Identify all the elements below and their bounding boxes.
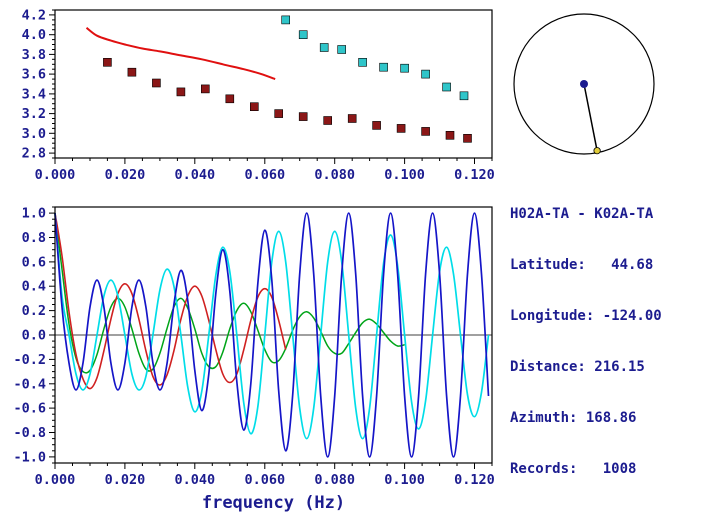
azimuth-dial [513,13,655,155]
square-marker [337,45,347,54]
station-pair-label: H02A-TA - K02A-TA [510,206,654,222]
y-tick-label: 3.2 [22,106,46,122]
y-tick-label: 1.0 [22,206,46,222]
square-marker [250,102,259,111]
square-marker [298,30,308,40]
square-marker [201,84,210,94]
x-tick-label: 0.100 [384,167,425,183]
y-tick-label: -0.8 [13,425,46,441]
latitude-line: Latitude: 44.68 [510,257,654,273]
azimuth-line-segment [583,83,598,151]
azimuth-line: Azimuth: 168.86 [510,410,637,426]
square-marker [152,78,161,88]
y-tick-label: 3.6 [22,67,46,83]
square-marker [372,121,381,130]
x-tick-label: 0.000 [35,167,76,183]
square-marker [225,94,235,104]
square-marker [127,67,137,77]
series-waveform-blue [54,212,490,458]
y-tick-label: 3.4 [22,86,46,102]
square-marker [396,124,406,133]
square-marker [421,127,430,136]
square-marker [347,114,357,123]
square-marker [176,87,186,97]
y-tick-label: 3.0 [22,126,46,142]
square-marker [323,116,333,125]
square-marker [459,91,469,101]
x-tick-label: 0.120 [454,472,495,488]
x-tick-label: 0.080 [314,472,355,488]
x-tick-label: 0.080 [314,167,355,183]
records-line: Records: 1008 [510,461,637,477]
correlation-plot-area: 0.000 0.020 0.040 0.060 0.080 0.100 0.120 -1.0 -… [13,206,494,513]
square-marker [379,62,388,72]
x-tick-label: 0.020 [105,167,146,183]
square-marker [281,15,291,25]
y-tick-label: 0.2 [22,303,46,319]
square-marker [445,131,455,140]
x-tick-label: 0.040 [174,167,215,183]
y-tick-label: 3.8 [22,47,46,63]
source-station-dot [580,80,588,88]
x-tick-label: 0.020 [105,472,146,488]
y-tick-label: -0.6 [13,401,46,417]
square-marker [103,57,112,67]
square-marker [463,134,472,143]
y-tick-label: -1.0 [13,449,46,465]
receiver-station-dot [593,147,601,155]
series-waveform-green [54,213,405,374]
y-tick-label: 2.8 [22,146,46,162]
x-tick-label: 0.040 [174,472,215,488]
dispersion-plot-area: 0.000 0.020 0.040 0.060 0.080 0.100 0.120 2.8 3.… [22,7,495,183]
series-waveform-cyan [54,213,490,440]
square-marker [274,109,284,118]
y-tick-label: 4.2 [22,7,46,23]
distance-line: Distance: 216.15 [510,359,645,375]
great-circle-ring [513,13,655,155]
square-marker [400,63,409,73]
series-picks-cyan [281,15,469,101]
y-tick-label: 0.8 [22,230,46,246]
y-tick-label: 0.4 [22,279,46,295]
y-tick-label: 4.0 [22,27,46,43]
square-marker [358,57,367,67]
x-tick-label: 0.100 [384,472,425,488]
y-tick-label: 0.6 [22,254,46,270]
station-info-panel: H02A-TA - K02A-TA Latitude: 44.68 Longit… [510,172,662,512]
square-marker [319,43,329,52]
series-picks-dark-red [103,57,472,143]
dispersion-chart: 0.000 0.020 0.040 0.060 0.080 0.100 0.120 2.8 3.… [22,7,495,183]
x-tick-label: 0.120 [454,167,495,183]
square-marker [442,82,451,92]
square-marker [298,112,308,121]
y-tick-label: -0.4 [13,376,46,392]
longitude-line: Longitude: -124.00 [510,308,662,324]
axes-border [54,9,493,159]
x-axis-title: frequency (Hz) [202,493,345,513]
axis-ticks: 0.000 0.020 0.040 0.060 0.080 0.100 0.120 -1.0 -… [13,206,494,488]
axis-ticks: 0.000 0.020 0.040 0.060 0.080 0.100 0.120 2.8 3.… [22,7,495,183]
x-tick-label: 0.000 [35,472,76,488]
series-waveform-red [54,212,287,390]
waveform-chart: 0.000 0.020 0.040 0.060 0.080 0.100 0.120 -1.0 -… [13,206,494,513]
y-tick-label: 0.0 [22,328,46,344]
x-tick-label: 0.060 [244,167,285,183]
square-marker [421,69,430,79]
series-reference-curve-red [85,26,276,81]
y-tick-label: -0.2 [13,352,46,368]
x-tick-label: 0.060 [244,472,285,488]
